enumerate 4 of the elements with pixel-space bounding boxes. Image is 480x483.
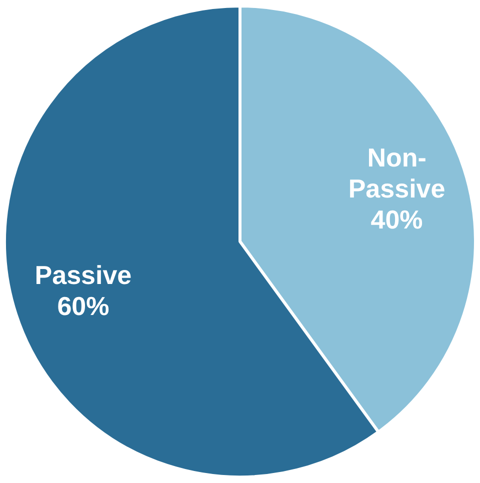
data-label: 60%	[57, 291, 110, 322]
slice-label: Non-Passive	[348, 142, 446, 204]
slice-label: Passive	[34, 260, 132, 290]
data-label: 40%	[370, 204, 423, 235]
